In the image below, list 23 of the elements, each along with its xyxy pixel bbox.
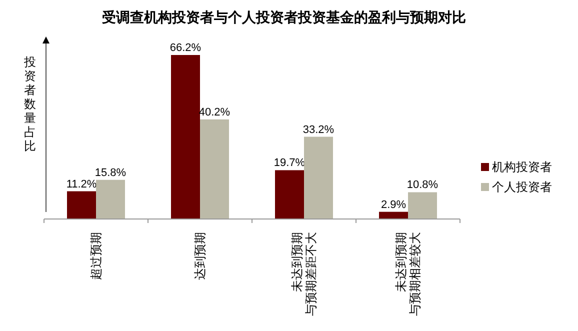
x-tick-label: 未达到预期与预期差距不大 [290, 232, 318, 316]
x-tick-label: 达到预期 [193, 232, 207, 280]
bar [67, 191, 96, 219]
bar [408, 192, 437, 219]
data-label: 2.9% [380, 198, 406, 211]
bar [96, 180, 125, 219]
x-tick-label: 未达到预期与预期相差较大 [394, 232, 422, 316]
y-axis-title: 投资者数量占比 [23, 55, 36, 153]
bar [171, 55, 200, 219]
data-label: 33.2% [302, 124, 334, 136]
bar [200, 119, 229, 219]
data-label: 66.2% [170, 42, 202, 54]
legend-label: 机构投资者 [492, 160, 552, 174]
legend-label: 个人投资者 [492, 180, 552, 194]
bar [304, 136, 333, 219]
data-label: 19.7% [274, 157, 306, 170]
x-tick-label: 超过预期 [89, 232, 103, 280]
data-label: 11.2% [66, 178, 97, 190]
bar [379, 212, 408, 219]
bar [275, 170, 304, 219]
chart-title: 受调查机构投资者与个人投资者投资基金的盈利与预期对比 [101, 9, 466, 25]
data-label: 15.8% [94, 166, 126, 179]
data-label: 10.8% [406, 179, 438, 192]
